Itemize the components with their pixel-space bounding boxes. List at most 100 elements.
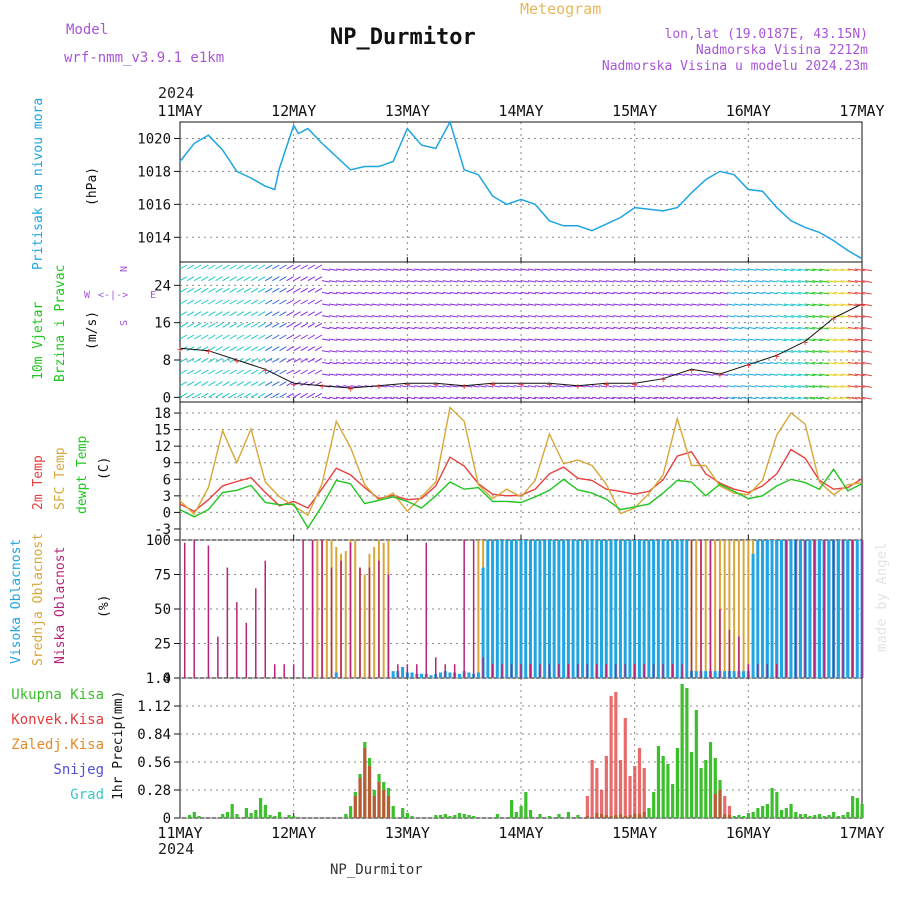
- wind-arrow: [272, 334, 280, 340]
- cloud-low-bar: [435, 657, 437, 678]
- wind-arrow: [336, 385, 345, 388]
- wind-arrow: [641, 361, 650, 365]
- wind-arrow: [435, 338, 444, 341]
- temp-ylabel-1: 2m Temp: [31, 455, 46, 510]
- wind-arrow: [655, 303, 664, 306]
- wind-arrow: [357, 268, 366, 271]
- wind-arrow: [599, 361, 608, 365]
- wind-arrow: [627, 338, 636, 341]
- wind-arrow: [698, 396, 707, 400]
- wind-arrow: [712, 361, 721, 365]
- cloud-low-bar: [463, 540, 465, 678]
- wind-arrow: [684, 315, 693, 318]
- precip-total-bar: [524, 792, 528, 818]
- wind-arrow: [606, 268, 615, 271]
- wind-arrow: [627, 361, 636, 365]
- wind-arrow: [393, 338, 402, 341]
- wind-arrow: [542, 268, 551, 271]
- wind-arrow: [833, 350, 844, 353]
- wind-arrow: [528, 291, 537, 295]
- wind-arrow: [464, 338, 473, 341]
- wind-arrow: [400, 361, 409, 365]
- wind-arrow: [712, 303, 721, 306]
- cloud-high-bar: [732, 671, 736, 678]
- wind-arrow: [776, 268, 787, 272]
- wind-arrow: [435, 350, 444, 353]
- wind-arrow: [833, 373, 844, 377]
- wind-arrow: [442, 350, 451, 353]
- wind-arrow: [293, 311, 301, 317]
- wind-arrow: [570, 291, 579, 295]
- wind-arrow: [783, 280, 794, 283]
- cloud-low-bar: [766, 664, 769, 678]
- wind-arrow: [215, 264, 223, 270]
- x-tick-label-bottom: 16MAY: [726, 824, 771, 842]
- wind-arrow: [670, 291, 679, 295]
- wind-arrow: [655, 350, 664, 353]
- wind-arrow: [591, 361, 601, 365]
- cloud-low-bar: [776, 664, 778, 678]
- wind-arrow: [385, 280, 394, 283]
- wind-arrow: [229, 369, 237, 375]
- wind-arrow: [691, 315, 700, 318]
- x-tick-label-bottom: 14MAY: [498, 824, 543, 842]
- wind-arrow: [719, 315, 728, 318]
- wind-arrow: [684, 385, 693, 388]
- wind-arrow: [705, 373, 714, 376]
- wind-arrow: [357, 396, 366, 400]
- wind-arrow: [336, 326, 345, 330]
- y-tick-label: 15: [154, 423, 171, 439]
- wind-arrow: [591, 373, 601, 376]
- wind-arrow: [435, 303, 444, 306]
- wind-arrow: [449, 385, 458, 388]
- precip-total-bar: [680, 684, 684, 818]
- wind-arrow: [428, 373, 437, 376]
- precip-conv-bar: [358, 778, 362, 818]
- wind-arrow: [861, 373, 872, 377]
- wind-arrow: [215, 357, 223, 363]
- wind-arrow: [286, 276, 294, 282]
- wind-arrow: [201, 276, 209, 282]
- cloud-low-bar: [700, 540, 702, 678]
- wind-arrow: [293, 392, 301, 398]
- precip-total-bar: [277, 812, 282, 818]
- wind-arrow: [698, 291, 707, 295]
- cloud-low-bar: [283, 664, 285, 678]
- wind-arrow: [748, 373, 757, 376]
- wind-arrow: [570, 396, 579, 400]
- wind-arrow: [371, 303, 380, 306]
- wind-arrow: [556, 326, 565, 330]
- wind-arrow: [378, 280, 387, 283]
- pressure-unit: (hPa): [85, 167, 100, 206]
- wind-arrow: [627, 396, 636, 400]
- cloud-low-bar: [548, 664, 551, 678]
- wind-arrow: [556, 315, 565, 318]
- wind-arrow: [257, 287, 266, 293]
- wind-arrow: [321, 338, 331, 341]
- wind-arrow: [606, 303, 615, 306]
- wind-arrow: [492, 338, 501, 341]
- wind-arrow: [400, 268, 409, 271]
- wind-arrow: [300, 311, 308, 317]
- wind-arrow: [492, 396, 501, 400]
- wind-arrow: [599, 385, 608, 388]
- wind-arrow: [691, 338, 700, 341]
- precip-total-bar: [742, 816, 746, 818]
- wind-arrow: [300, 357, 308, 363]
- wind-arrow: [812, 385, 823, 388]
- wind-arrow: [307, 392, 316, 398]
- wind-arrow: [769, 280, 778, 283]
- cloud-high-bar: [457, 673, 461, 678]
- cloud-high-bar: [604, 540, 608, 678]
- wind-arrow: [648, 373, 657, 376]
- wind-arrow: [705, 338, 714, 341]
- wind-arrow: [293, 287, 301, 293]
- wind-arrow: [584, 326, 593, 330]
- wind-arrow: [236, 311, 245, 317]
- wind-arrow: [435, 315, 444, 318]
- wind-arrow: [222, 287, 230, 293]
- wind-arrow: [407, 373, 416, 376]
- y-tick-label: 0: [163, 505, 171, 521]
- wind-arrow: [279, 264, 287, 270]
- cloud-high-bar: [628, 540, 632, 678]
